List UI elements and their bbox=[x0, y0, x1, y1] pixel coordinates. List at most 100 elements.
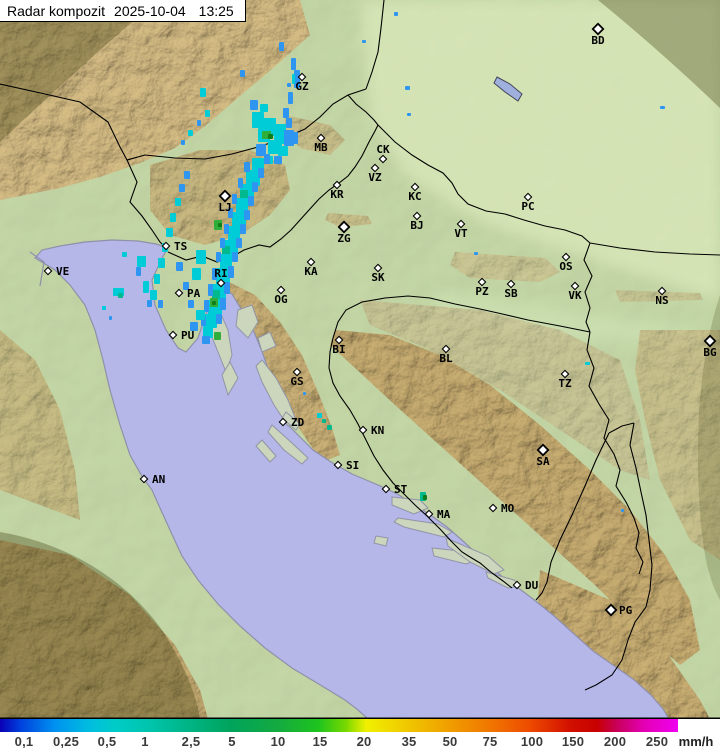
radar-echo-cell bbox=[407, 113, 411, 116]
radar-echo-cell bbox=[327, 425, 332, 430]
radar-echo-cell bbox=[208, 284, 213, 296]
station-marker-ZD bbox=[278, 417, 288, 427]
radar-echo-cell bbox=[288, 92, 293, 104]
station-marker-TZ bbox=[560, 369, 570, 379]
station-label-VZ: VZ bbox=[368, 171, 382, 184]
plain-slavonia-tint bbox=[430, 290, 700, 345]
radar-echo-cell bbox=[214, 332, 221, 340]
radar-echo-cell bbox=[322, 419, 326, 423]
mountains-dinarides bbox=[330, 330, 700, 665]
country-borders bbox=[0, 0, 720, 691]
radar-echo-cell bbox=[284, 130, 294, 146]
sea-layer bbox=[29, 76, 670, 719]
station-label-PC: PC bbox=[521, 200, 534, 213]
station-label-AN: AN bbox=[152, 473, 165, 486]
station-marker-VT bbox=[456, 219, 466, 229]
radar-echo-cell bbox=[236, 238, 242, 248]
station-marker-OS bbox=[561, 252, 571, 262]
radar-echo-cell bbox=[204, 300, 209, 312]
radar-echo-cell bbox=[196, 250, 206, 264]
mountains-pohorje bbox=[285, 115, 345, 155]
radar-echo-cell bbox=[250, 100, 258, 110]
station-marker-LJ bbox=[218, 189, 232, 203]
radar-echo-cell bbox=[137, 256, 146, 267]
station-marker-SI bbox=[333, 460, 343, 470]
station-label-PA: PA bbox=[187, 287, 201, 300]
radar-echo-cell bbox=[181, 140, 185, 145]
border-hungary-serbia bbox=[589, 242, 720, 256]
radar-echo-cell bbox=[283, 108, 289, 118]
station-label-OG: OG bbox=[274, 293, 288, 306]
radar-echo-layer bbox=[102, 12, 665, 512]
terrain-layer bbox=[0, 0, 720, 719]
legend-tick: 0,5 bbox=[97, 734, 117, 749]
dim-top-left bbox=[0, 0, 158, 142]
islands bbox=[209, 304, 522, 589]
radar-echo-cell bbox=[212, 268, 217, 280]
legend-tick: 0,1 bbox=[14, 734, 34, 749]
station-marker-ST bbox=[381, 484, 391, 494]
station-label-OS: OS bbox=[559, 260, 572, 273]
station-marker-PU bbox=[168, 330, 178, 340]
station-label-SA: SA bbox=[536, 455, 550, 468]
radar-echo-cell bbox=[258, 168, 264, 178]
radar-echo-cell bbox=[197, 120, 201, 126]
station-label-BD: BD bbox=[591, 34, 605, 47]
station-label-VT: VT bbox=[454, 227, 468, 240]
radar-echo-cell bbox=[240, 70, 245, 77]
border-croatia-serbia-danube bbox=[583, 242, 593, 333]
radar-echo-cell bbox=[196, 310, 205, 320]
station-label-SK: SK bbox=[371, 271, 385, 284]
radar-echo-cell bbox=[224, 224, 229, 234]
station-label-PZ: PZ bbox=[475, 285, 489, 298]
legend-color-scale bbox=[0, 719, 678, 732]
radar-echo-cell bbox=[109, 316, 112, 320]
station-marker-BL bbox=[441, 344, 451, 354]
radar-echo-cell bbox=[190, 322, 198, 331]
radar-echo-cell bbox=[279, 42, 284, 51]
legend-tick: 100 bbox=[520, 734, 544, 749]
radar-echo-cell bbox=[405, 86, 410, 90]
station-label-PG: PG bbox=[619, 604, 633, 617]
station-marker-SA bbox=[536, 443, 550, 457]
dim-bottom-left bbox=[0, 532, 200, 719]
radar-echo-cell bbox=[216, 252, 221, 262]
station-label-TZ: TZ bbox=[558, 377, 572, 390]
radar-echo-cell bbox=[260, 104, 268, 112]
border-montenegro-albania bbox=[584, 606, 647, 691]
radar-map: BD GZ MB CK VZ KR KC PC LJ ZG BJ VT TS VE RI PA KA OG SK PZ… bbox=[0, 0, 720, 719]
station-marker-KN bbox=[358, 425, 368, 435]
radar-map-canvas: BD GZ MB CK VZ KR KC PC LJ ZG BJ VT TS VE RI PA KA OG SK PZ… bbox=[0, 0, 720, 719]
legend-tick: 0,25 bbox=[52, 734, 80, 749]
station-marker-KR bbox=[332, 180, 342, 190]
legend-tick: 5 bbox=[228, 734, 236, 749]
legend-tick: 1 bbox=[141, 734, 149, 749]
station-marker-VK bbox=[570, 281, 580, 291]
border-sava-croatia-bosnia bbox=[328, 295, 591, 589]
station-label-SI: SI bbox=[346, 459, 359, 472]
radar-echo-cell bbox=[660, 106, 665, 109]
station-marker-SB bbox=[506, 279, 516, 289]
station-label-LJ: LJ bbox=[218, 201, 231, 214]
radar-echo-cell bbox=[212, 290, 220, 299]
radar-echo-cell bbox=[224, 282, 230, 294]
hills-fruska-gora bbox=[615, 290, 703, 302]
radar-echo-cell bbox=[203, 326, 213, 338]
radar-echo-cell bbox=[394, 12, 398, 16]
radar-echo-cell bbox=[205, 314, 217, 328]
radar-echo-cell bbox=[222, 246, 230, 256]
radar-echo-cell bbox=[303, 392, 306, 395]
radar-echo-cell bbox=[188, 130, 193, 136]
hills-papuk bbox=[450, 252, 560, 282]
radar-echo-cell bbox=[252, 182, 258, 192]
station-label-ZD: ZD bbox=[291, 416, 305, 429]
dim-right-edge bbox=[697, 295, 720, 600]
radar-echo-cell bbox=[212, 301, 216, 305]
radar-echo-cell bbox=[240, 190, 248, 199]
observation-time: 13:25 bbox=[198, 2, 234, 19]
station-marker-KC bbox=[410, 182, 420, 192]
border-italy-slovenia bbox=[126, 159, 169, 251]
station-marker-OG bbox=[276, 285, 286, 295]
radar-echo-cell bbox=[244, 162, 250, 172]
radar-echo-cell bbox=[252, 112, 264, 128]
